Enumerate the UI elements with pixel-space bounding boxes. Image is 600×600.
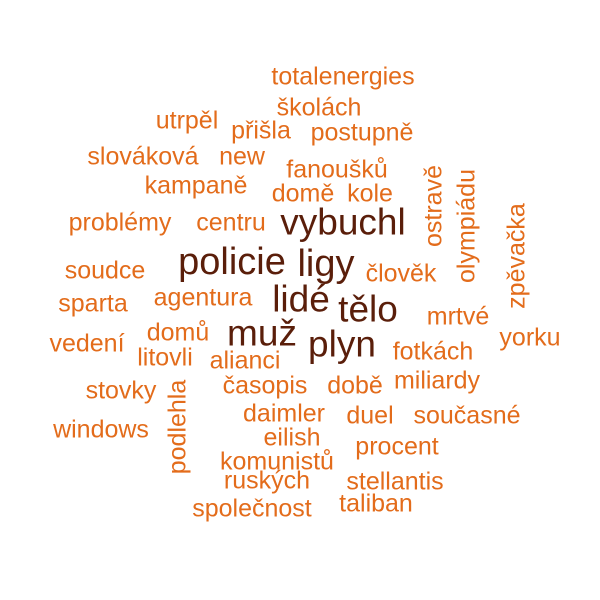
word-26: agentura [153,283,253,312]
word-48: společnost [192,494,312,523]
word-7: totalenergies [271,62,415,91]
word-10: přišla [231,116,291,145]
word-11: postupně [310,118,414,147]
word-14: fanoušků [286,155,388,184]
word-30: yorku [499,323,561,352]
word-4: tělo [338,288,398,330]
word-20: ostravě [419,165,448,247]
word-49: taliban [339,489,413,518]
word-25: sparta [58,289,128,318]
word-5: muž [227,312,297,354]
word-37: době [327,371,383,400]
word-40: duel [346,401,394,430]
word-38: miliardy [393,366,481,395]
word-43: eilish [263,423,321,452]
word-6: plyn [308,323,376,365]
word-22: zpěvačka [502,203,531,309]
word-34: podlehla [163,379,192,475]
word-21: olympiádu [452,169,481,283]
word-24: člověk [365,259,437,288]
word-2: ligy [297,243,355,285]
word-12: slováková [87,142,199,171]
word-16: domě [271,179,335,208]
word-47: stellantis [346,467,444,496]
word-46: ruských [223,466,311,495]
word-36: časopis [222,371,308,400]
word-32: alianci [209,346,281,375]
word-45: komunistů [220,447,334,476]
word-23: soudce [64,256,146,285]
word-17: kole [347,179,393,208]
word-3: lidé [272,278,330,320]
word-28: domů [146,318,210,347]
word-29: vedení [49,329,125,358]
word-27: mrtvé [426,302,490,331]
word-41: současné [413,401,521,430]
word-8: školách [276,93,362,122]
word-1: policie [178,241,286,283]
word-18: problémy [68,208,172,237]
word-0: vybuchl [280,201,406,243]
word-31: litovli [137,343,193,372]
word-13: new [219,142,265,171]
word-19: centru [196,208,266,237]
word-44: procent [355,432,439,461]
word-33: fotkách [392,337,474,366]
word-39: daimler [243,399,325,428]
word-42: windows [53,415,149,444]
word-35: stovky [85,376,157,405]
word-15: kampaně [144,171,248,200]
word-9: utrpěl [155,106,219,135]
